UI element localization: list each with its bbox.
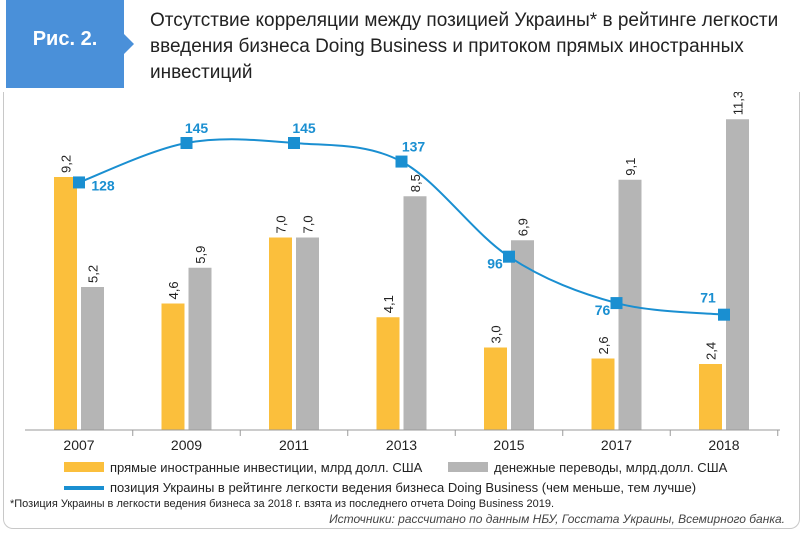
- bar-fdi-2011: [269, 237, 292, 430]
- bar-remit-2013: [403, 196, 427, 430]
- label-remit-2013: 8,5: [408, 174, 423, 192]
- rank-point-2013: [395, 155, 408, 168]
- rank-point-2015: [503, 250, 515, 263]
- rank-label-2013: 137: [402, 139, 426, 155]
- rank-label-2007: 128: [91, 177, 115, 193]
- badge-arrow-icon: [124, 34, 134, 54]
- bar-remit-2007: [81, 287, 104, 430]
- chart-area: 9,2 5,2 4,6 5,9 7,0 7,0 4,1 8,5 3,0 6,9 2,6 9,1 2,4 1…: [0, 91, 803, 531]
- rank-point-2007: [73, 176, 85, 189]
- legend-remit-label: денежные переводы, млрд.долл. США: [494, 460, 728, 475]
- legend-remit-swatch: [448, 462, 488, 472]
- rank-label-2017: 76: [595, 302, 611, 318]
- label-remit-2007: 5,2: [86, 265, 101, 283]
- label-fdi-2017: 2,6: [596, 336, 611, 354]
- bar-fdi-2018: [699, 364, 722, 430]
- source-note: Источники: рассчитано по данным НБУ, Гос…: [329, 512, 785, 526]
- figure-header: Рис. 2. Отсутствие корреляции между пози…: [0, 0, 803, 92]
- x-tick-label-2013: 2013: [386, 437, 417, 453]
- bar-remit-2018: [726, 119, 749, 430]
- rank-point-2017: [610, 297, 623, 310]
- rank-label-2018: 71: [700, 290, 716, 306]
- figure-title: Отсутствие корреляции между позицией Укр…: [150, 10, 779, 83]
- bar-fdi-2013: [376, 317, 400, 430]
- bar-fdi-2015: [484, 347, 507, 430]
- bar-remit-2017: [618, 179, 642, 430]
- bar-remit-2011: [296, 237, 319, 430]
- figure-label: Рис. 2.: [32, 28, 98, 50]
- bar-fdi-2009: [161, 303, 185, 430]
- label-remit-2017: 9,1: [623, 158, 638, 176]
- chart-svg: 9,2 5,2 4,6 5,9 7,0 7,0 4,1 8,5 3,0 6,9 2,6 9,1 2,4 1…: [25, 91, 780, 495]
- bar-fdi-2017: [591, 358, 615, 430]
- label-fdi-2018: 2,4: [704, 342, 719, 360]
- label-remit-2015: 6,9: [516, 218, 531, 236]
- x-tick-label-2007: 2007: [63, 437, 94, 453]
- legend-rank-label: позиция Украины в рейтинге легкости веде…: [110, 480, 696, 495]
- label-fdi-2011: 7,0: [274, 215, 289, 233]
- label-fdi-2007: 9,2: [59, 155, 74, 173]
- bar-fdi-2007: [54, 177, 77, 430]
- x-tick-label-2018: 2018: [708, 437, 739, 453]
- x-tick-label-2009: 2009: [171, 437, 202, 453]
- x-tick-label-2015: 2015: [493, 437, 524, 453]
- label-remit-2009: 5,9: [193, 246, 208, 264]
- rank-label-2009: 145: [185, 120, 209, 136]
- label-fdi-2013: 4,1: [381, 295, 396, 313]
- label-remit-2011: 7,0: [301, 215, 316, 233]
- chart-frame: [3, 92, 800, 529]
- figure-badge: [6, 0, 124, 88]
- bar-remit-2009: [188, 267, 212, 430]
- legend-rank-swatch: [64, 486, 104, 490]
- label-remit-2018: 11,3: [731, 92, 746, 115]
- rank-point-2018: [718, 308, 730, 321]
- x-tick-label-2017: 2017: [601, 437, 632, 453]
- rank-point-2009: [180, 137, 193, 149]
- legend-fdi-swatch: [64, 462, 104, 472]
- rank-point-2011: [288, 137, 300, 149]
- footnote: *Позиция Украины в легкости ведения бизн…: [10, 498, 555, 510]
- rank-label-2015: 96: [487, 256, 503, 272]
- label-fdi-2009: 4,6: [166, 281, 181, 299]
- label-fdi-2015: 3,0: [489, 325, 504, 343]
- rank-label-2011: 145: [292, 120, 316, 136]
- x-tick-label-2011: 2011: [279, 437, 309, 453]
- bar-remit-2015: [511, 240, 534, 430]
- legend-fdi-label: прямые иностранные инвестиции, млрд долл…: [110, 460, 423, 475]
